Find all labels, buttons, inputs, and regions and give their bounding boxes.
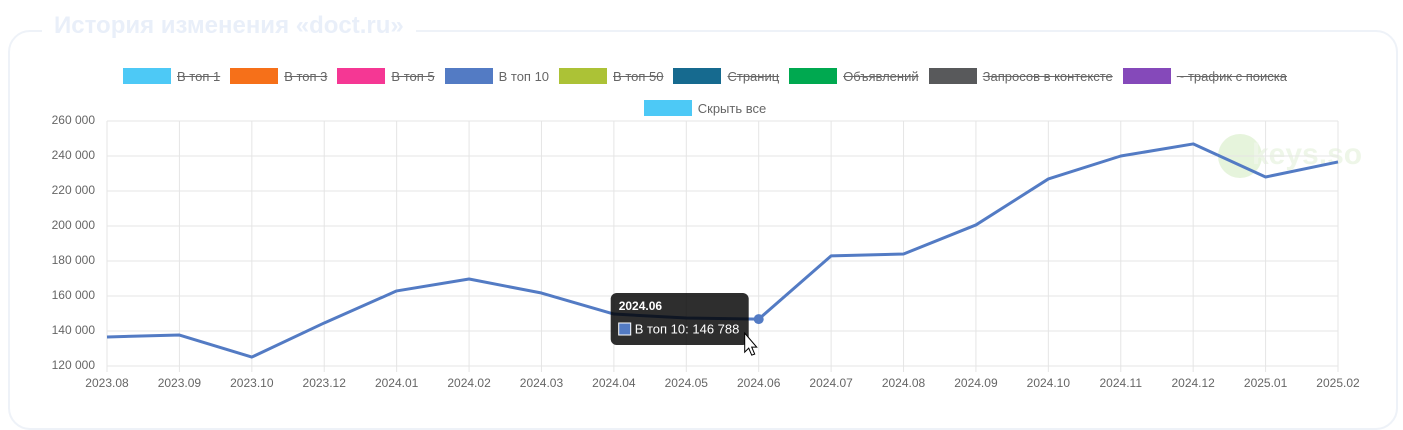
legend-swatch — [337, 68, 386, 84]
legend-label: Объявлений — [843, 68, 919, 84]
y-tick-label: 240 000 — [52, 148, 96, 162]
y-tick-label: 160 000 — [52, 288, 96, 302]
legend-label: Страниц — [727, 68, 780, 84]
x-tick-label: 2024.12 — [1171, 376, 1215, 390]
tooltip-title: 2024.06 — [619, 299, 663, 313]
x-tick-label: 2024.09 — [954, 376, 998, 390]
x-tick-label: 2024.01 — [375, 376, 419, 390]
x-tick-label: 2024.08 — [882, 376, 926, 390]
x-tick-label: 2023.12 — [303, 376, 347, 390]
legend-swatch — [673, 68, 722, 84]
legend-item[interactable]: В топ 10 — [444, 68, 550, 84]
hide-all-button[interactable]: Скрыть все — [643, 100, 767, 116]
watermark: keys.so — [1252, 138, 1362, 171]
y-tick-label: 200 000 — [52, 218, 96, 232]
legend-item[interactable]: Запросов в контексте — [928, 68, 1113, 84]
x-tick-label: 2024.05 — [665, 376, 709, 390]
x-tick-label: 2024.11 — [1100, 376, 1143, 390]
legend-swatch — [444, 68, 493, 84]
y-tick-label: 220 000 — [52, 183, 96, 197]
legend-swatch — [123, 68, 171, 84]
x-tick-label: 2023.09 — [158, 376, 202, 390]
x-tick-label: 2025.01 — [1244, 376, 1288, 390]
tooltip: 2024.06 В топ 10: 146 788 — [610, 293, 749, 345]
legend-label: В топ 3 — [284, 68, 328, 84]
legend-swatch — [789, 68, 838, 84]
y-tick-label: 140 000 — [52, 323, 96, 337]
legend-swatch — [643, 100, 692, 116]
x-tick-label: 2024.04 — [592, 376, 636, 390]
legend-item[interactable]: В топ 5 — [337, 68, 435, 84]
card-title: История изменения «doct.ru» — [42, 12, 416, 40]
x-tick-label: 2024.07 — [809, 376, 853, 390]
y-tick-label: 120 000 — [52, 358, 96, 372]
y-tick-label: 180 000 — [52, 253, 96, 267]
legend-label: Скрыть все — [697, 100, 767, 116]
legend-label: В топ 1 — [177, 68, 221, 84]
chart: keys.so 120 000 140 000 160 000 180 000 200 … — [52, 113, 1362, 390]
legend-label: Запросов в контексте — [982, 68, 1113, 84]
page: История изменения «doct.ru» keys.so 120 … — [8, 12, 1398, 430]
x-tick-label: 2024.03 — [520, 376, 564, 390]
legend-label: В топ 5 — [391, 68, 435, 84]
legend-item[interactable]: ~ трафик с поиска — [1122, 68, 1287, 84]
legend-item[interactable]: В топ 3 — [230, 68, 327, 84]
x-tick-label: 2023.08 — [85, 376, 129, 390]
x-tick-label: 2024.06 — [737, 376, 781, 390]
legend-swatch — [1122, 68, 1171, 84]
legend-label: В топ 10 — [498, 68, 550, 84]
legend: В топ 1 В топ 3 В топ 5 В топ 10 В топ 50 Стр… — [60, 68, 1350, 116]
tooltip-box — [610, 293, 749, 345]
x-tick-label: 2024.02 — [447, 376, 491, 390]
legend-item[interactable]: В топ 50 — [559, 68, 663, 84]
y-tick-label: 260 000 — [52, 113, 96, 127]
legend-item[interactable]: Страниц — [673, 68, 779, 84]
x-tick-label: 2024.10 — [1027, 376, 1071, 390]
x-tick-label: 2023.10 — [230, 376, 274, 390]
tooltip-swatch — [618, 322, 632, 336]
legend-swatch — [230, 68, 279, 84]
legend-swatch — [928, 68, 977, 84]
x-tick-label: 2025.02 — [1316, 376, 1360, 390]
legend-item[interactable]: В топ 1 — [123, 68, 220, 84]
legend-label: В топ 50 — [613, 68, 664, 84]
hover-point — [753, 314, 764, 325]
cursor — [744, 331, 758, 356]
legend-item[interactable]: Объявлений — [789, 68, 919, 84]
legend-label: ~ трафик с поиска — [1176, 68, 1287, 84]
legend-swatch — [559, 68, 608, 84]
tooltip-text: В топ 10: 146 788 — [635, 321, 740, 336]
